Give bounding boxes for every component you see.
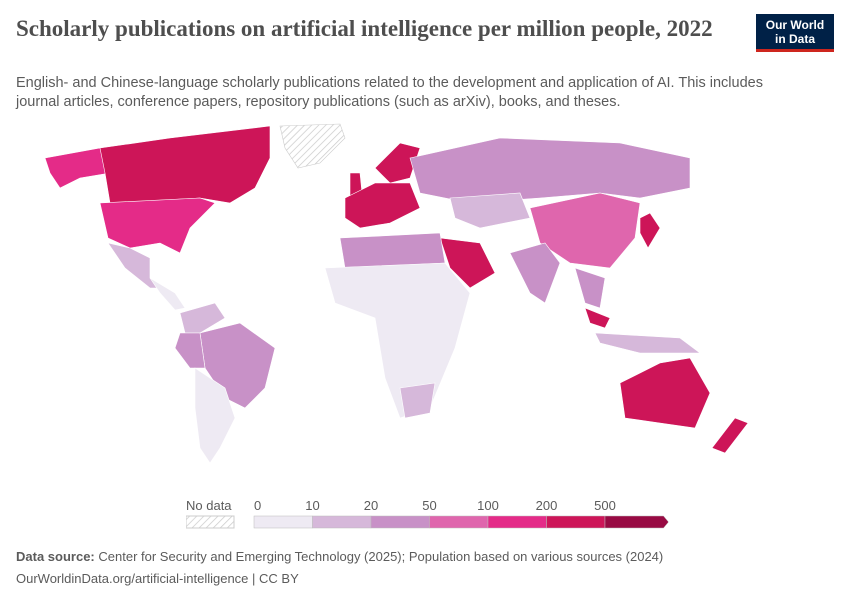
chart-title: Scholarly publications on artificial int… [16, 16, 713, 41]
country-alaska[interactable] [44, 147, 111, 189]
legend-bin[interactable] [429, 515, 489, 529]
owid-logo[interactable]: Our World in Data [756, 14, 834, 52]
source-text: Center for Security and Emerging Technol… [98, 549, 664, 564]
country-india[interactable] [509, 242, 561, 304]
legend-tick-label: 10 [305, 498, 319, 513]
source-label: Data source: [16, 549, 95, 564]
legend-tick-label: 100 [477, 498, 499, 513]
country-europe[interactable] [344, 182, 421, 229]
footer-url[interactable]: OurWorldinData.org/artificial-intelligen… [16, 571, 299, 586]
legend-bin[interactable] [487, 515, 547, 529]
country-southeast-asia[interactable] [574, 267, 606, 309]
legend-tick-label: 50 [422, 498, 436, 513]
country-argentina-chile[interactable] [194, 367, 236, 464]
country-north-africa[interactable] [339, 232, 446, 269]
country-colombia-venezuela[interactable] [179, 302, 226, 334]
country-russia[interactable] [409, 137, 691, 204]
logo-line1: Our World [765, 18, 825, 32]
footer: Data source: Center for Security and Eme… [16, 546, 663, 590]
logo-line2: in Data [774, 32, 815, 46]
legend-tick-label: 200 [536, 498, 558, 513]
chart-subtitle: English- and Chinese-language scholarly … [16, 75, 763, 110]
legend-bin[interactable] [546, 515, 606, 529]
world-map[interactable] [0, 118, 850, 488]
legend-bin[interactable] [370, 515, 430, 529]
country-new-zealand[interactable] [711, 417, 749, 454]
legend-tick-label: 0 [254, 498, 261, 513]
legend-bin[interactable] [604, 515, 669, 529]
country-mexico[interactable] [107, 242, 166, 289]
country-south-africa[interactable] [399, 382, 436, 419]
country-peru[interactable] [174, 332, 206, 369]
map-legend: No data 0 10 20 50 100 200 500 [186, 498, 669, 529]
legend-no-data-swatch [186, 515, 235, 529]
country-korea-japan[interactable] [639, 212, 661, 249]
legend-tick-label: 20 [364, 498, 378, 513]
legend-bin[interactable] [312, 515, 372, 529]
country-africa[interactable] [324, 262, 471, 419]
country-malaysia[interactable] [584, 307, 611, 329]
country-middle-east[interactable] [439, 237, 496, 289]
country-greenland[interactable] [279, 123, 346, 169]
country-canada[interactable] [99, 125, 271, 204]
country-central-america[interactable] [149, 277, 186, 311]
legend-tick-label: 500 [594, 498, 616, 513]
country-australia[interactable] [619, 357, 711, 429]
country-usa[interactable] [99, 197, 216, 254]
country-indonesia[interactable] [594, 332, 701, 354]
legend-bin[interactable] [253, 515, 313, 529]
legend-no-data-label: No data [186, 498, 232, 513]
country-kazakhstan[interactable] [449, 192, 531, 229]
